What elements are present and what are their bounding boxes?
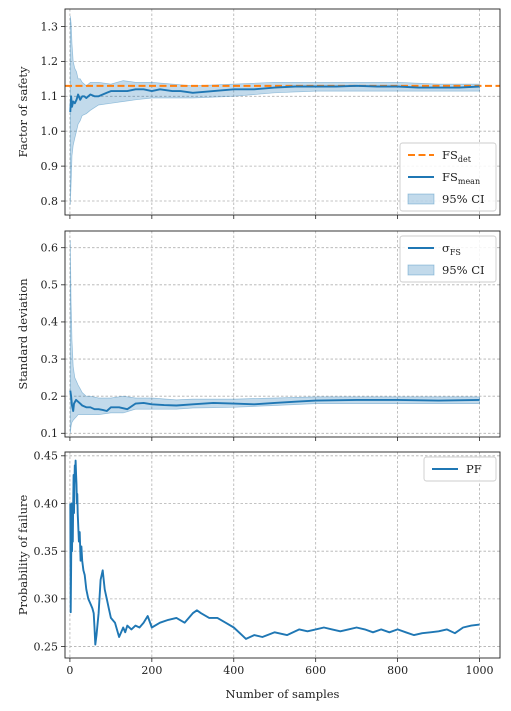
plot-frame: [64, 8, 501, 216]
legend-label: 95% CI: [442, 263, 485, 277]
legend-handle-patch: [407, 193, 435, 205]
y-tick-label: 0.9: [41, 160, 59, 173]
y-axis-title: Standard deviation: [16, 278, 30, 390]
x-tick-label: 400: [223, 664, 244, 677]
y-tick-label: 1.3: [41, 20, 59, 33]
x-tick-label: 200: [141, 664, 162, 677]
y-tick-label: 0.8: [41, 195, 59, 208]
series-line: [69, 390, 480, 412]
x-axis-title: Number of samples: [226, 687, 340, 701]
chart-panel-2: 0.1 0.2 0.3 0.4 0.5 0.6 Standard deviation σFS 9…: [16, 230, 501, 441]
y-tick-label: 0.4: [41, 316, 59, 329]
y-tick-label: 1.2: [41, 55, 59, 68]
y-tick-label: 0.2: [41, 390, 59, 403]
legend-box: [399, 142, 497, 212]
legend-label: PF: [466, 462, 482, 476]
legend-label: FSmean: [442, 170, 480, 186]
x-tick-label: 1000: [466, 664, 494, 677]
grid: [65, 9, 500, 215]
y-axis-title: Probability of failure: [16, 495, 30, 616]
legend-label: σFS: [442, 241, 461, 257]
y-axis-title: Factor of safety: [16, 66, 30, 157]
chart-panel-3: 0 200 400 600 800 1000 0.25 0.30 0.35 0.40 0.45 Pro…: [16, 450, 501, 701]
legend-label: 95% CI: [442, 192, 485, 206]
y-tick-label: 0.25: [34, 640, 59, 653]
y-tick-label: 0.1: [41, 427, 59, 440]
legend-handle-patch: [407, 264, 435, 276]
legend: σFS 95% CI: [399, 235, 497, 283]
ci-band: [69, 15, 480, 205]
y-tick-label: 0.5: [41, 279, 59, 292]
x-tick-label: 600: [305, 664, 326, 677]
legend-box: [423, 456, 497, 482]
y-tick-label: 0.40: [34, 497, 59, 510]
y-tick-label: 0.45: [34, 450, 59, 463]
series-line: [69, 459, 480, 646]
x-tick-label: 800: [387, 664, 408, 677]
y-tick-label: 0.35: [34, 545, 59, 558]
y-tick-label: 0.6: [41, 242, 59, 255]
legend: FSdet FSmean 95% CI: [399, 142, 497, 212]
ci-band: [69, 240, 480, 434]
y-tick-label: 0.30: [34, 593, 59, 606]
y-tick-label: 1.1: [41, 90, 59, 103]
y-tick-label: 0.3: [41, 353, 59, 366]
x-tick-label: 0: [66, 664, 73, 677]
legend-label: FSdet: [442, 148, 472, 164]
grid: [65, 452, 500, 658]
series-line: [69, 84, 480, 113]
plot-frame: [64, 230, 501, 438]
plot-frame: [64, 451, 501, 659]
y-tick-label: 1.0: [41, 125, 59, 138]
legend: PF: [423, 456, 497, 482]
